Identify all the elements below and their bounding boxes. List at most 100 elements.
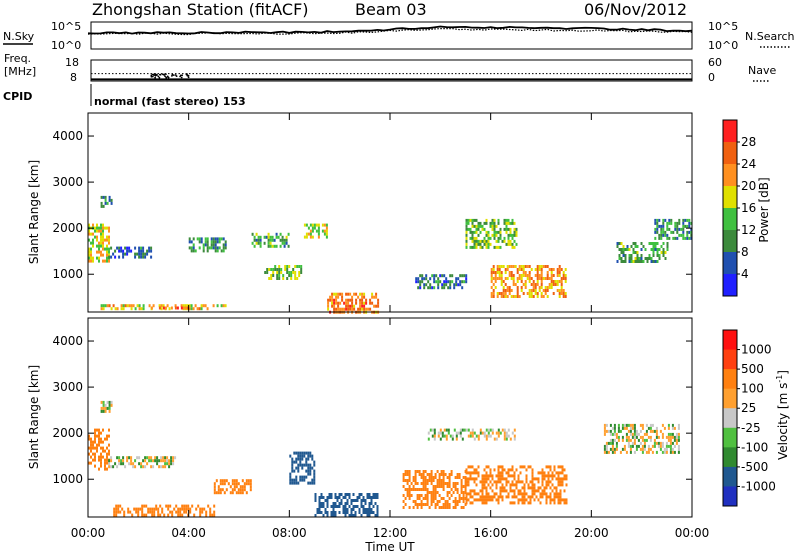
data-cell (340, 499, 343, 502)
data-cell (126, 459, 129, 463)
data-cell (100, 244, 102, 248)
velocity-colorbar-label-end: ] (776, 370, 790, 375)
data-cell (505, 480, 508, 484)
data-cell (490, 271, 493, 274)
data-cell (264, 271, 267, 274)
data-cell (495, 224, 498, 228)
data-cell (445, 437, 448, 441)
data-cell (616, 260, 619, 263)
data-cell (511, 218, 514, 222)
data-cell (503, 221, 506, 225)
data-cell (487, 431, 490, 435)
data-cell (267, 235, 270, 239)
data-cell (348, 505, 351, 508)
data-cell (144, 465, 147, 469)
data-cell (121, 507, 124, 511)
data-cell (607, 441, 610, 445)
data-cell (529, 480, 532, 484)
x-tick-label: 20:00 (574, 526, 609, 540)
data-cell (542, 295, 545, 298)
data-cell (429, 283, 432, 287)
data-cell (552, 283, 555, 286)
data-cell (452, 491, 455, 494)
data-cell (483, 480, 486, 484)
data-cell (309, 223, 312, 227)
data-cell (215, 491, 218, 495)
data-cell (654, 227, 657, 231)
data-cell (108, 235, 110, 239)
data-cell (494, 274, 497, 277)
data-cell (90, 247, 92, 251)
data-cell (177, 513, 180, 517)
data-cell (355, 301, 358, 305)
data-cell (186, 306, 189, 310)
data-cell (430, 479, 433, 482)
data-cell (477, 227, 480, 231)
data-cell (158, 465, 161, 469)
data-cell (444, 506, 447, 509)
data-cell (211, 513, 214, 517)
data-cell (558, 268, 561, 271)
data-cell (489, 428, 492, 432)
data-cell (471, 239, 474, 243)
data-cell (136, 456, 139, 460)
data-cell (98, 434, 100, 438)
data-cell (500, 277, 503, 280)
data-cell (550, 280, 553, 283)
data-cell (465, 236, 468, 240)
data-cell (497, 434, 500, 438)
data-cell (356, 505, 359, 508)
data-cell (525, 468, 528, 472)
data-cell (469, 431, 472, 435)
data-cell (184, 304, 187, 308)
data-cell (546, 265, 549, 268)
data-cell (565, 498, 568, 502)
data-cell (436, 500, 439, 503)
data-cell (530, 292, 533, 295)
data-cell (124, 252, 127, 256)
data-cell (351, 304, 354, 308)
data-cell (414, 479, 417, 482)
data-cell (505, 437, 508, 441)
data-cell (314, 496, 317, 499)
data-cell (516, 271, 519, 274)
freq-point (180, 76, 183, 79)
data-cell (522, 271, 525, 274)
data-cell (357, 295, 360, 299)
data-cell (481, 501, 484, 505)
data-cell (653, 429, 656, 433)
data-cell (636, 257, 639, 260)
data-cell (345, 307, 348, 311)
data-cell (671, 435, 674, 439)
data-cell (340, 502, 343, 505)
data-cell (194, 304, 197, 308)
data-cell (429, 286, 432, 290)
data-cell (513, 437, 516, 441)
data-cell (528, 265, 531, 268)
data-cell (517, 480, 520, 484)
data-cell (313, 481, 316, 485)
data-cell (444, 500, 447, 503)
data-cell (522, 274, 525, 277)
data-cell (562, 271, 565, 274)
data-cell (328, 493, 331, 496)
data-cell (511, 233, 514, 237)
data-cell (369, 298, 372, 302)
data-cell (639, 435, 642, 439)
data-cell (104, 201, 107, 205)
data-cell (641, 450, 644, 454)
data-cell (98, 226, 100, 230)
data-cell (523, 489, 526, 493)
data-cell (235, 482, 238, 486)
data-cell (456, 500, 459, 503)
data-cell (164, 306, 167, 310)
data-cell (116, 456, 119, 460)
data-cell (483, 236, 486, 240)
freq-point (151, 73, 154, 76)
data-cell (141, 504, 144, 508)
data-cell (191, 504, 194, 508)
data-cell (513, 483, 516, 487)
data-cell (420, 494, 423, 497)
data-cell (440, 479, 443, 482)
data-cell (501, 428, 504, 432)
